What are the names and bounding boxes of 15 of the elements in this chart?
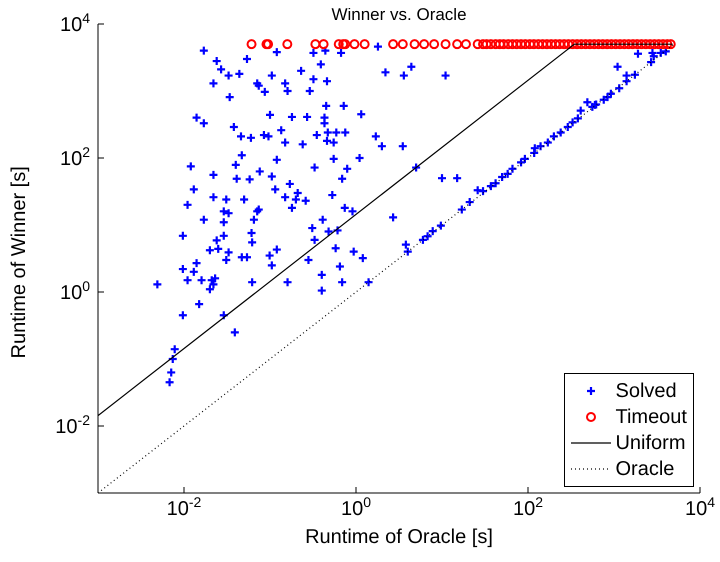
y-tick-label: 10$^{-2}$ bbox=[55, 412, 90, 438]
x-tick-label: 10$^{2}$ bbox=[512, 494, 544, 520]
y-axis-title: Runtime of Winner [s] bbox=[8, 166, 30, 358]
y-tick-label: 10$^{2}$ bbox=[60, 144, 90, 170]
chart-title: Winner vs. Oracle bbox=[331, 5, 467, 24]
legend-label: Uniform bbox=[615, 431, 686, 456]
y-tick-label: 10$^{4}$ bbox=[60, 10, 90, 36]
x-axis-title: Runtime of Oracle [s] bbox=[305, 526, 493, 548]
legend-label: Timeout bbox=[615, 405, 687, 430]
x-tick-label: 10$^{4}$ bbox=[684, 494, 716, 520]
legend-label: Solved bbox=[615, 379, 677, 404]
legend-label: Oracle bbox=[615, 457, 674, 482]
y-tick-label: 10$^{0}$ bbox=[60, 278, 90, 304]
x-tick-label: 10$^{0}$ bbox=[340, 494, 372, 520]
x-tick-label: 10$^{-2}$ bbox=[166, 494, 202, 520]
